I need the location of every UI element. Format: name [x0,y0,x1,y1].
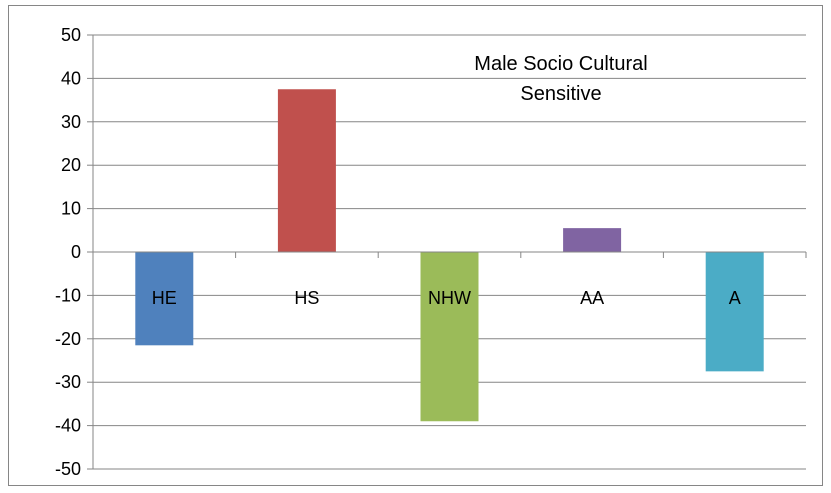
chart-area: 50 40 30 20 10 0 -10 -20 -30 -40 -50 HE HS NHW AA A Ma… [8,5,823,486]
y-tick-label: 40 [61,68,81,88]
category-label-hs: HS [294,288,319,308]
bar-a [705,252,764,372]
y-axis-tick-labels: 50 40 30 20 10 0 -10 -20 -30 -40 -50 [55,25,81,479]
y-tick-label: 30 [61,112,81,132]
axes [92,35,807,469]
bar-nhw [420,252,479,422]
y-tick-label: -40 [55,416,81,436]
category-label-a: A [729,288,741,308]
y-tick-label: -20 [55,329,81,349]
bar-he [135,252,194,346]
category-labels: HE HS NHW AA A [152,288,741,308]
y-tick-label: -30 [55,372,81,392]
y-tick-label: -10 [55,285,81,305]
y-tick-label: 20 [61,155,81,175]
y-tick-label: 0 [71,242,81,262]
chart-title-line-1: Male Socio Cultural [474,53,647,75]
category-label-he: HE [152,288,177,308]
chart-title-line-2: Sensitive [520,83,601,105]
y-tick-label: 50 [61,25,81,45]
y-tick-label: 10 [61,199,81,219]
bars [135,89,764,422]
bar-hs [277,89,336,252]
category-label-aa: AA [580,288,604,308]
y-tick-label: -50 [55,459,81,479]
category-label-nhw: NHW [428,288,471,308]
bar-aa [563,228,622,252]
